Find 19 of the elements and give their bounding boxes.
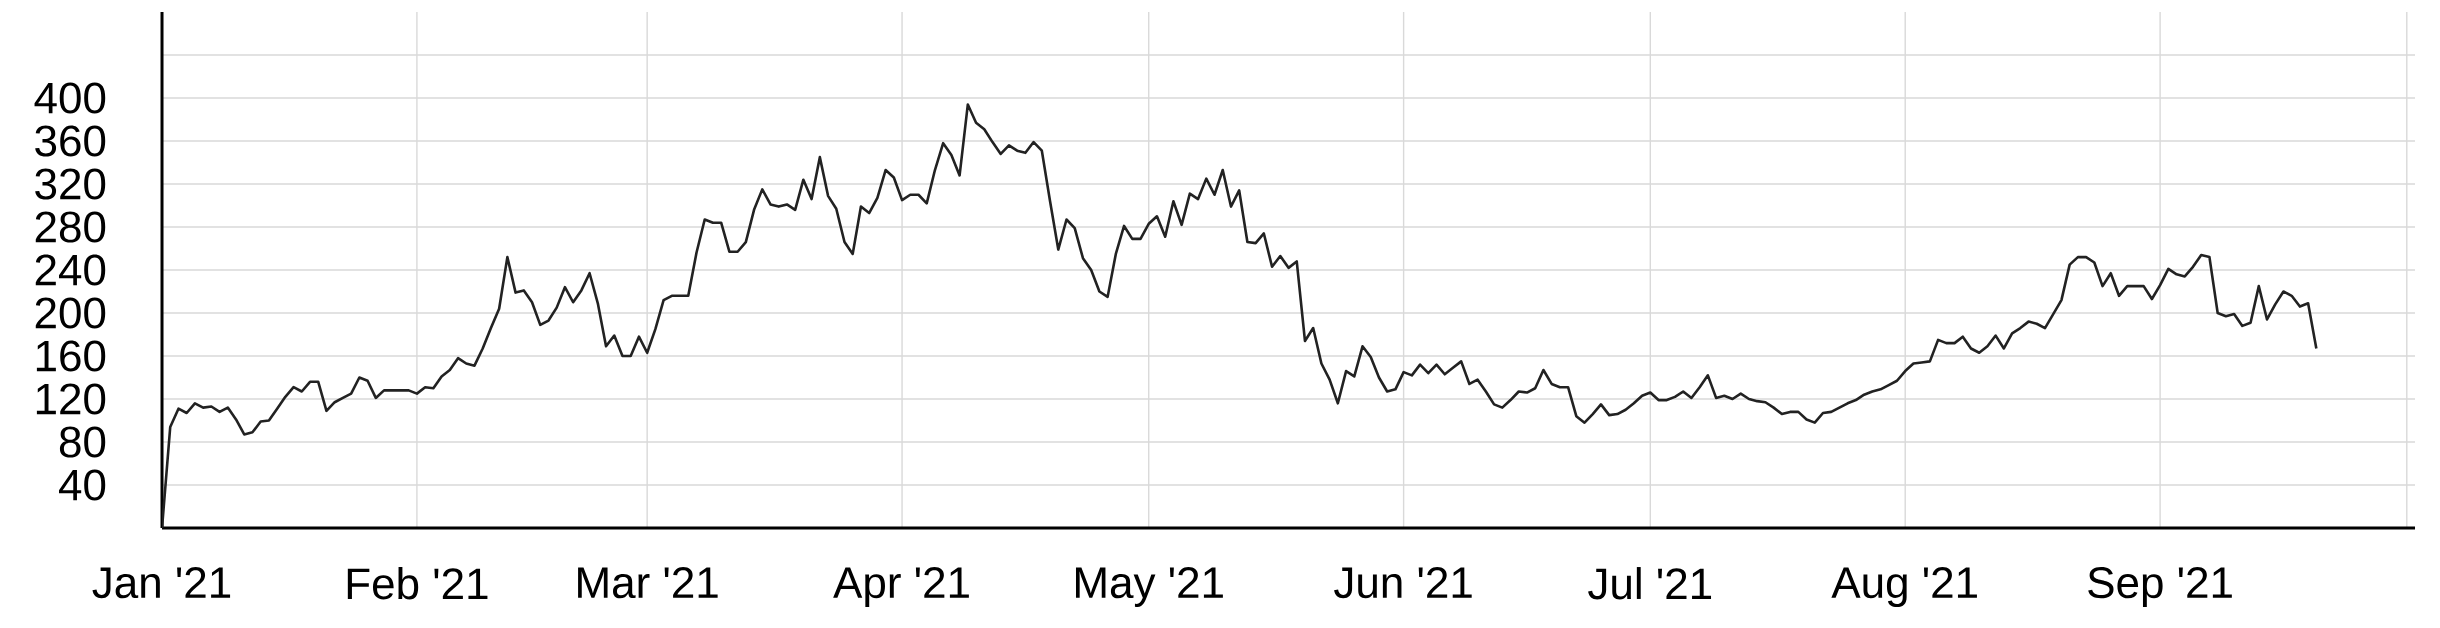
x-tick-label: Jun '21 xyxy=(1334,567,1472,599)
y-tick-label: 400 xyxy=(34,82,106,114)
x-tick-label: Jan '21 xyxy=(92,567,231,599)
x-tick-label: Sep '21 xyxy=(2088,567,2232,607)
x-tick-label: Mar '21 xyxy=(578,567,718,599)
y-tick-label: 200 xyxy=(35,297,106,329)
y-tick-label: 360 xyxy=(35,125,106,157)
x-tick-label: Aug '21 xyxy=(1831,567,1977,607)
y-tick-label: 40 xyxy=(59,469,106,501)
x-tick-label: Feb '21 xyxy=(347,567,488,600)
x-tick-label: Apr '21 xyxy=(833,567,969,607)
y-tick-label: 80 xyxy=(59,426,106,458)
y-tick-label: 120 xyxy=(36,383,106,415)
y-tick-label: 160 xyxy=(36,340,106,372)
y-tick-label: 240 xyxy=(35,254,106,286)
x-tick-label: Jul '21 xyxy=(1588,567,1712,600)
x-tick-label: May '21 xyxy=(1075,567,1223,607)
y-tick-label: 320 xyxy=(35,168,106,200)
y-tick-label: 280 xyxy=(35,211,106,243)
